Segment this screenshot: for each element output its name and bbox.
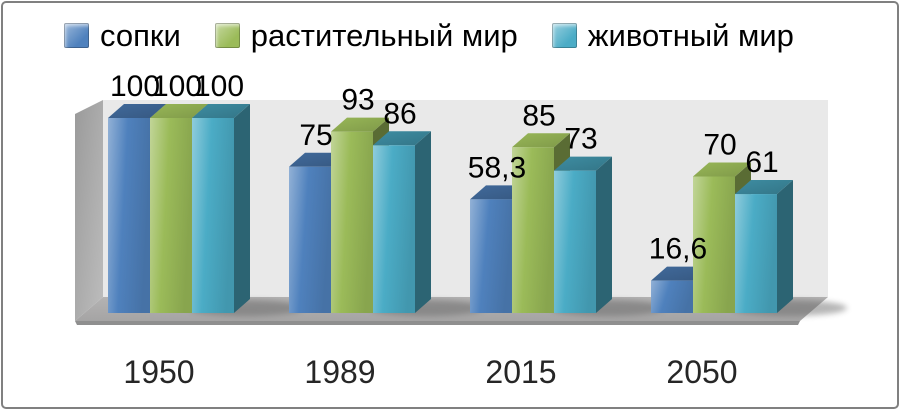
bar-front-face: [651, 280, 693, 313]
bar-side-face: [415, 131, 431, 313]
bar-front-face: [554, 170, 596, 313]
value-label-3-2015: 73: [564, 123, 597, 156]
bar-front-face: [693, 176, 735, 313]
bar-top-face: [693, 162, 751, 177]
value-label-1-1950: 100: [110, 70, 160, 103]
bar-top-face: [331, 117, 389, 132]
chart-floor-edge: [75, 321, 800, 325]
x-axis-label-2015: 2015: [485, 354, 556, 390]
value-label-1-1989: 75: [299, 119, 332, 152]
value-label-3-1950: 100: [194, 70, 244, 103]
value-label-2-1950: 100: [152, 70, 202, 103]
bar-top-face: [735, 180, 793, 195]
bar-front-face: [192, 118, 234, 313]
value-label-1-2015: 58,3: [468, 151, 526, 184]
bar-top-face: [150, 104, 208, 118]
bar-front-face: [150, 118, 192, 313]
bar-side-face: [596, 156, 612, 313]
bar-front-face: [331, 131, 373, 313]
legend-swatch-sopki: [64, 23, 89, 48]
bar-top-face: [373, 131, 431, 146]
legend-item-zhivotny-mir: животный мир: [551, 18, 794, 53]
bar-top-face: [108, 104, 166, 118]
value-label-2-2050: 70: [703, 129, 736, 162]
bar-front-face: [373, 145, 415, 313]
value-label-1-2050: 16,6: [649, 233, 707, 266]
chart-legend: сопки растительный мир животный мир: [64, 20, 794, 51]
legend-swatch-rastitelny-mir: [214, 23, 240, 48]
legend-label-sopki: сопки: [100, 18, 181, 53]
bar-side-face: [777, 180, 793, 313]
bar-3-1989: [373, 131, 431, 313]
bar-top-face: [192, 104, 250, 118]
x-axis-label-1950: 1950: [123, 354, 194, 390]
bar-front-face: [735, 194, 777, 313]
bar-front-face: [470, 199, 512, 313]
value-label-2-1989: 93: [341, 84, 374, 117]
legend-label-rastitelny-mir: растительный мир: [250, 18, 518, 53]
bar-3-2050: [735, 180, 793, 313]
x-axis-label-2050: 2050: [666, 354, 737, 390]
legend-item-rastitelny-mir: растительный мир: [214, 18, 518, 53]
bar-3-1950: [192, 104, 250, 313]
bar-top-face: [554, 156, 612, 171]
value-label-2-2015: 85: [522, 99, 555, 132]
legend-label-zhivotny-mir: животный мир: [587, 18, 794, 53]
value-label-3-1989: 86: [383, 97, 416, 130]
bar-front-face: [512, 147, 554, 313]
legend-swatch-zhivotny-mir: [551, 23, 577, 48]
x-axis-label-1989: 1989: [304, 354, 375, 390]
legend-item-sopki: сопки: [64, 20, 181, 51]
bar-front-face: [108, 118, 150, 313]
bar-3-2015: [554, 156, 612, 313]
value-label-3-2050: 61: [745, 146, 778, 179]
bar-top-face: [512, 133, 570, 148]
bar-front-face: [289, 166, 331, 313]
bar-side-face: [234, 104, 250, 313]
chart-side-wall: [75, 100, 103, 321]
